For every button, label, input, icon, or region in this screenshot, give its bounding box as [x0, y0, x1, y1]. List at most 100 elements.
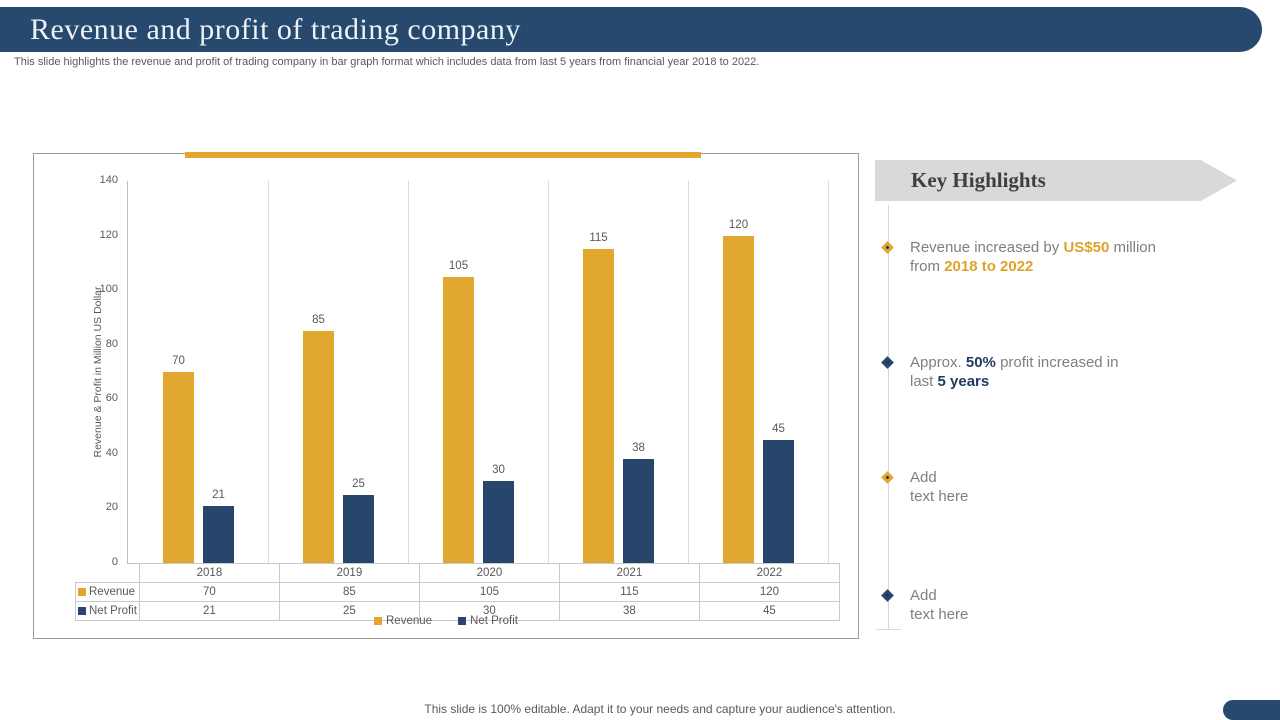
text-segment: Revenue increased by: [910, 239, 1064, 256]
table-cell: 70: [138, 582, 280, 602]
x-category-label: 2018: [138, 563, 280, 583]
highlight-bullet-4: Add text here: [875, 586, 1205, 624]
diamond-bullet-icon: [881, 241, 894, 254]
x-category-label: 2020: [418, 563, 560, 583]
text-segment: million: [1109, 239, 1156, 256]
text-segment: 2018 to 2022: [944, 258, 1034, 275]
bar-revenue-2022: [723, 235, 754, 563]
key-highlights-title: Key Highlights: [911, 168, 1046, 192]
bar-net-profit-2021: [623, 459, 654, 563]
y-tick-label-40: 40: [105, 446, 118, 459]
x-category-label: 2022: [698, 563, 840, 583]
table-cell: 85: [278, 582, 420, 602]
bar-revenue-2020: [443, 276, 474, 563]
text-segment: 50%: [965, 354, 996, 371]
chart-data-table: 2018 2019 2020 2021 2022 Revenue 70 85 105 115 120…: [75, 563, 840, 621]
chart-accent-bar: [185, 152, 701, 158]
highlight-bullet-3: Add text here: [875, 468, 1205, 506]
bar-value-label: 120: [728, 218, 749, 231]
slide-subtitle: This slide highlights the revenue and pr…: [14, 56, 760, 68]
text-segment: Approx.: [910, 354, 966, 371]
bullet-dot: [885, 245, 890, 250]
text-segment: last: [910, 373, 938, 390]
text-segment: Add: [910, 587, 937, 604]
highlight-bullet-2: Approx. 50% profit increased in last 5 ye…: [875, 353, 1205, 391]
highlight-text: Add text here: [910, 586, 1178, 624]
legend-swatch-icon: [374, 617, 382, 625]
x-category-label: 2021: [558, 563, 700, 583]
bullet-dot: [885, 593, 890, 598]
table-series-label: Revenue: [75, 582, 140, 602]
bar-value-label: 45: [772, 423, 785, 436]
bar-net-profit-2018: [203, 505, 234, 563]
legend-item-net-profit: Net Profit: [458, 615, 518, 627]
bar-net-profit-2019: [343, 494, 374, 563]
footer-note: This slide is 100% editable. Adapt it to…: [424, 702, 896, 716]
text-segment: text here: [910, 606, 969, 623]
bar-value-label: 115: [589, 232, 608, 245]
bar-value-label: 25: [352, 477, 365, 490]
plot-area: 70 21 85 25 105 30 115 38 120 45: [127, 181, 829, 564]
bar-value-label: 21: [212, 488, 225, 501]
chart-panel: Revenue & Profit in Million US Dollar 70…: [33, 152, 859, 639]
table-row: Net Profit 21 25 30 38 45: [75, 601, 840, 621]
table-cell: 38: [558, 601, 700, 621]
table-cell: 105: [418, 582, 560, 602]
legend-swatch-icon: [78, 587, 86, 596]
text-segment: from: [910, 258, 945, 275]
category-separator: [828, 181, 829, 563]
bar-value-label: 85: [312, 314, 325, 327]
bar-value-label: 30: [492, 464, 505, 477]
bar-value-label: 38: [632, 442, 645, 455]
highlight-text: Add text here: [910, 468, 1178, 506]
y-tick-label-120: 120: [99, 228, 118, 241]
text-segment: 5 years: [937, 373, 990, 390]
bar-net-profit-2020: [483, 481, 514, 563]
bullet-dot: [885, 475, 890, 480]
legend-swatch-icon: [458, 617, 467, 625]
title-banner: Revenue and profit of trading company: [0, 7, 1262, 52]
diamond-bullet-icon: [881, 589, 894, 602]
y-tick-label-60: 60: [105, 392, 118, 405]
page-title: Revenue and profit of trading company: [30, 13, 521, 46]
corner-tab-shape: [1223, 700, 1280, 720]
highlights-connector-end-tick: [876, 629, 901, 630]
bar-revenue-2018: [163, 372, 194, 563]
y-tick-label-100: 100: [99, 283, 118, 296]
bar-revenue-2019: [303, 331, 334, 563]
diamond-bullet-icon: [881, 356, 894, 369]
legend-label: Revenue: [386, 615, 433, 627]
category-separator: [688, 181, 689, 563]
table-cell: 120: [698, 582, 840, 602]
category-separator: [408, 181, 409, 563]
table-cell: 30: [418, 601, 560, 621]
bar-value-label: 105: [448, 259, 469, 272]
bar-revenue-2021: [583, 249, 614, 563]
table-series-label: Net Profit: [75, 601, 140, 621]
legend-label: Net Profit: [470, 615, 518, 627]
table-cell: 45: [698, 601, 840, 621]
key-highlights-panel: Key Highlights Revenue increased by US$5…: [875, 160, 1255, 645]
bar-value-label: 70: [172, 355, 185, 367]
bullet-dot: [885, 360, 890, 365]
table-row: Revenue 70 85 105 115 120: [75, 582, 840, 602]
highlights-connector-line: [888, 205, 889, 629]
highlight-text: Approx. 50% profit increased in last 5 ye…: [910, 353, 1178, 391]
x-category-label: 2019: [278, 563, 420, 583]
y-tick-label-0: 0: [111, 556, 118, 568]
y-tick-label-80: 80: [105, 337, 118, 350]
diamond-bullet-icon: [881, 471, 894, 484]
category-separator: [268, 181, 269, 563]
highlight-text: Revenue increased by US$50 million from 2…: [910, 238, 1178, 276]
y-tick-label-140: 140: [99, 174, 118, 186]
bar-net-profit-2022: [763, 440, 794, 563]
legend-item-revenue: Revenue: [374, 615, 432, 627]
legend-swatch-icon: [78, 606, 86, 615]
highlight-bullet-1: Revenue increased by US$50 million from 2…: [875, 238, 1205, 276]
chart-legend: Revenue Net Profit: [34, 615, 858, 627]
y-tick-label-20: 20: [105, 501, 118, 514]
category-separator: [548, 181, 549, 563]
table-cell: 115: [558, 582, 700, 602]
text-segment: text here: [910, 488, 969, 505]
